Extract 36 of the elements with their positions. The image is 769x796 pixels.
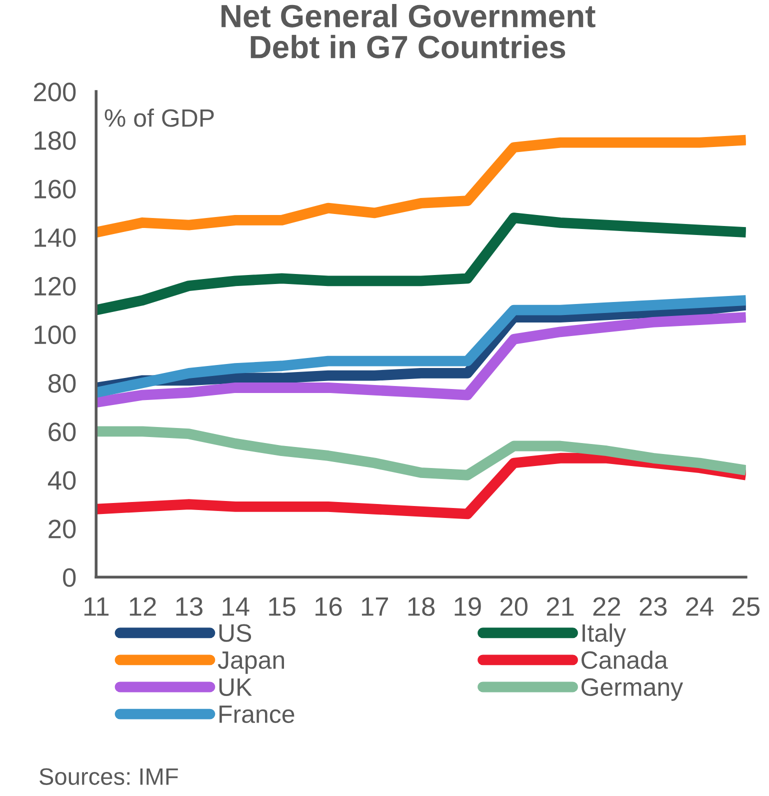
legend-label: Germany — [582, 678, 684, 701]
legend-label: UK — [219, 678, 252, 696]
y-tick-label: 120 — [34, 276, 76, 296]
legend-label: Italy — [582, 624, 626, 647]
y-tick-label: 20 — [48, 520, 76, 538]
x-tick-label: 20 — [500, 597, 528, 616]
y-tick-label: 160 — [34, 180, 76, 198]
x-tick-label: 18 — [408, 597, 435, 616]
y-tick-label: 60 — [48, 422, 76, 442]
x-tick-label: 22 — [593, 597, 620, 616]
y-tick-label: 180 — [34, 131, 76, 150]
y-tick-label: 40 — [48, 471, 76, 490]
y-tick-label: 0 — [63, 568, 76, 587]
x-tick-label: 19 — [454, 597, 481, 616]
x-tick-label: 14 — [222, 598, 250, 616]
y-tick-label: 100 — [34, 325, 76, 344]
legend-label: Japan — [218, 651, 284, 674]
x-tick-label: 15 — [269, 598, 296, 616]
x-tick-label: 25 — [732, 597, 760, 616]
y-tick-label: 200 — [34, 82, 76, 102]
source-note: Sources: IMF — [40, 768, 178, 785]
x-tick-label: 17 — [362, 598, 388, 616]
x-tick-label: 21 — [546, 597, 574, 616]
y-axis-title: % of GDP — [104, 108, 214, 127]
x-tick-label: 23 — [640, 597, 667, 616]
x-tick-label: 12 — [130, 597, 156, 616]
legend-label: US — [219, 624, 252, 642]
y-tick-label: 80 — [48, 374, 76, 393]
x-tick-label: 24 — [686, 597, 714, 616]
chart-title: Net General Government Debt in G7 Countries — [222, 4, 596, 58]
legend-label: France — [220, 706, 294, 724]
x-tick-label: 11 — [84, 598, 109, 616]
x-tick-label: 13 — [176, 597, 202, 616]
y-tick-label: 140 — [34, 228, 76, 248]
x-tick-label: 16 — [316, 597, 342, 616]
legend-label: Canada — [582, 650, 668, 669]
